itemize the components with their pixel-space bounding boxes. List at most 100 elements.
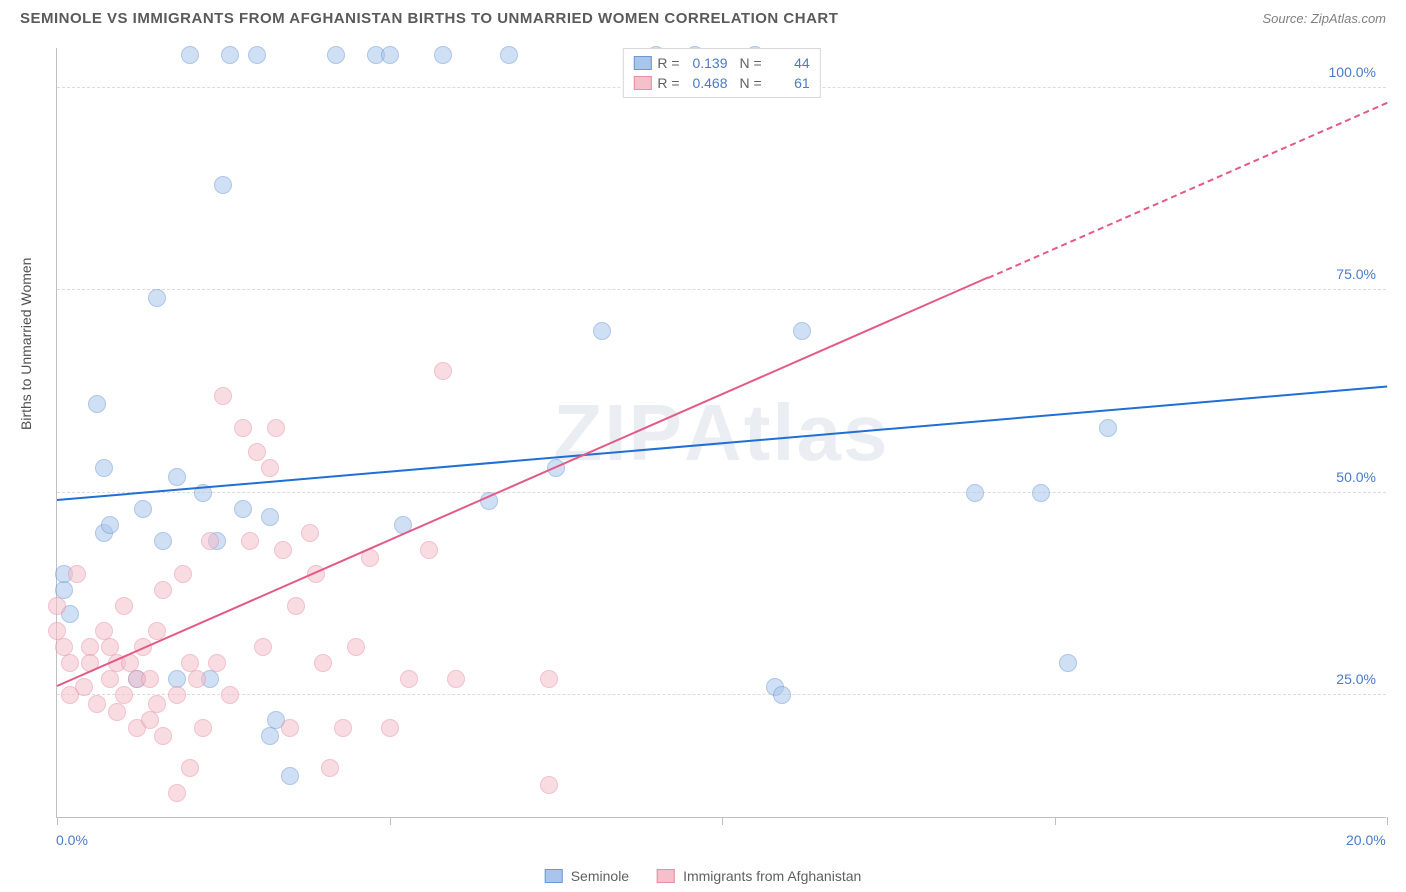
data-point <box>61 654 79 672</box>
n-value: 44 <box>768 55 810 71</box>
data-point <box>168 468 186 486</box>
stat-label: R = <box>657 55 679 71</box>
data-point <box>793 322 811 340</box>
gridline <box>57 289 1386 290</box>
data-point <box>141 670 159 688</box>
data-point <box>234 500 252 518</box>
data-point <box>75 678 93 696</box>
data-point <box>1032 484 1050 502</box>
legend-label: Immigrants from Afghanistan <box>683 868 861 884</box>
data-point <box>540 670 558 688</box>
data-point <box>134 500 152 518</box>
x-tick <box>722 817 723 825</box>
data-point <box>154 532 172 550</box>
chart-header: SEMINOLE VS IMMIGRANTS FROM AFGHANISTAN … <box>0 0 1406 32</box>
correlation-legend-row: R = 0.468 N = 61 <box>633 73 809 93</box>
data-point <box>248 443 266 461</box>
trend-line <box>57 277 989 687</box>
legend-item-seminole: Seminole <box>545 868 629 884</box>
data-point <box>301 524 319 542</box>
data-point <box>201 532 219 550</box>
x-tick-label: 20.0% <box>1346 832 1386 848</box>
data-point <box>148 622 166 640</box>
data-point <box>261 459 279 477</box>
data-point <box>420 541 438 559</box>
data-point <box>221 46 239 64</box>
data-point <box>168 686 186 704</box>
x-tick <box>1055 817 1056 825</box>
data-point <box>148 695 166 713</box>
data-point <box>773 686 791 704</box>
data-point <box>248 46 266 64</box>
legend-swatch <box>633 76 651 90</box>
legend-bottom: Seminole Immigrants from Afghanistan <box>545 868 862 884</box>
data-point <box>966 484 984 502</box>
data-point <box>88 395 106 413</box>
legend-label: Seminole <box>571 868 629 884</box>
data-point <box>381 46 399 64</box>
data-point <box>181 46 199 64</box>
data-point <box>267 419 285 437</box>
data-point <box>88 695 106 713</box>
stat-label: N = <box>740 75 762 91</box>
data-point <box>154 581 172 599</box>
data-point <box>208 654 226 672</box>
data-point <box>101 516 119 534</box>
correlation-legend-row: R = 0.139 N = 44 <box>633 53 809 73</box>
y-axis-label: Births to Unmarried Women <box>18 258 34 430</box>
data-point <box>334 719 352 737</box>
stat-label: N = <box>740 55 762 71</box>
data-point <box>314 654 332 672</box>
data-point <box>593 322 611 340</box>
data-point <box>274 541 292 559</box>
data-point <box>181 759 199 777</box>
data-point <box>540 776 558 794</box>
data-point <box>174 565 192 583</box>
r-value: 0.139 <box>686 55 728 71</box>
legend-item-afghanistan: Immigrants from Afghanistan <box>657 868 861 884</box>
legend-swatch <box>545 869 563 883</box>
data-point <box>115 597 133 615</box>
source-attribution: Source: ZipAtlas.com <box>1262 11 1386 26</box>
data-point <box>108 703 126 721</box>
data-point <box>400 670 418 688</box>
data-point <box>281 719 299 737</box>
data-point <box>261 508 279 526</box>
data-point <box>101 670 119 688</box>
data-point <box>95 459 113 477</box>
data-point <box>168 784 186 802</box>
y-tick-label: 25.0% <box>1336 671 1376 687</box>
x-tick-label: 0.0% <box>56 832 88 848</box>
data-point <box>154 727 172 745</box>
gridline <box>57 694 1386 695</box>
data-point <box>221 686 239 704</box>
trend-line <box>988 102 1388 279</box>
data-point <box>188 670 206 688</box>
x-tick <box>1387 817 1388 825</box>
x-tick <box>390 817 391 825</box>
data-point <box>321 759 339 777</box>
n-value: 61 <box>768 75 810 91</box>
legend-swatch <box>633 56 651 70</box>
y-tick-label: 50.0% <box>1336 469 1376 485</box>
data-point <box>281 767 299 785</box>
data-point <box>327 46 345 64</box>
data-point <box>234 419 252 437</box>
stat-label: R = <box>657 75 679 91</box>
gridline <box>57 492 1386 493</box>
r-value: 0.468 <box>686 75 728 91</box>
data-point <box>241 532 259 550</box>
data-point <box>447 670 465 688</box>
data-point <box>214 176 232 194</box>
data-point <box>194 719 212 737</box>
data-point <box>434 46 452 64</box>
data-point <box>500 46 518 64</box>
data-point <box>287 597 305 615</box>
correlation-legend: R = 0.139 N = 44 R = 0.468 N = 61 <box>622 48 820 98</box>
data-point <box>115 686 133 704</box>
data-point <box>141 711 159 729</box>
x-tick <box>57 817 58 825</box>
data-point <box>1059 654 1077 672</box>
y-tick-label: 75.0% <box>1336 266 1376 282</box>
data-point <box>214 387 232 405</box>
